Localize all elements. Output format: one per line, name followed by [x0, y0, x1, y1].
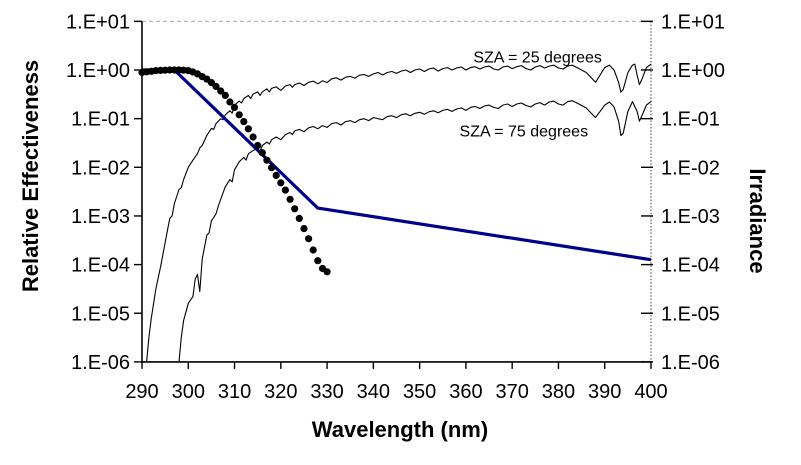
series-marker-point: [244, 125, 252, 133]
series-marker-point: [300, 225, 308, 233]
y-axis-left-tick-label: 1.E-06: [71, 352, 130, 374]
y-axis-left-tick-label: 1.E-03: [71, 206, 130, 228]
x-axis-tick-label: 370: [495, 381, 528, 403]
right-axis-title: Irradiance: [745, 168, 770, 274]
series-marker-point: [291, 205, 299, 213]
x-axis-tick-label: 330: [310, 381, 343, 403]
series-marker-point: [295, 214, 303, 222]
y-axis-right-tick-label: 1.E+00: [661, 60, 725, 82]
series-marker-point: [323, 268, 331, 276]
series-marker-point: [240, 118, 248, 126]
y-axis-right-tick-label: 1.E-02: [661, 157, 720, 179]
series-marker-point: [235, 111, 243, 119]
series-marker-point: [226, 98, 234, 106]
series-marker-point: [268, 164, 276, 172]
series-marker-point: [272, 171, 280, 179]
y-axis-left-tick-label: 1.E-02: [71, 157, 130, 179]
series-irradiance-sza-75: [178, 100, 652, 362]
y-axis-right-tick-label: 1.E-01: [661, 109, 720, 131]
y-axis-right-tick-label: 1.E+01: [661, 11, 725, 33]
series-marker-point: [309, 246, 317, 254]
y-axis-right-tick-label: 1.E-05: [661, 303, 720, 325]
y-axis-left-tick-label: 1.E+00: [66, 60, 130, 82]
series-marker-point: [277, 179, 285, 187]
x-axis-tick-label: 340: [357, 381, 390, 403]
x-axis-tick-label: 400: [634, 381, 667, 403]
y-axis-left-tick-label: 1.E+01: [66, 11, 130, 33]
x-axis-tick-label: 310: [218, 381, 251, 403]
y-axis-left-tick-label: 1.E-05: [71, 303, 130, 325]
y-axis-left-tick-label: 1.E-01: [71, 109, 130, 131]
left-axis-title: Relative Effectiveness: [18, 59, 43, 293]
x-axis-tick-label: 300: [172, 381, 205, 403]
y-axis-right-tick-label: 1.E-03: [661, 206, 720, 228]
y-axis-left-tick-label: 1.E-04: [71, 255, 130, 277]
x-axis-tick-label: 380: [542, 381, 575, 403]
y-axis-right-tick-label: 1.E-06: [661, 352, 720, 374]
x-axis-tick-label: 390: [588, 381, 621, 403]
series-marker-point: [305, 235, 313, 243]
x-axis-tick-label: 350: [403, 381, 436, 403]
series-marker-point: [217, 87, 225, 95]
series-marker-point: [263, 156, 271, 164]
series-marker-point: [258, 149, 266, 157]
series-marker-point: [212, 82, 220, 90]
x-axis-tick-label: 290: [125, 381, 158, 403]
series-marker-point: [249, 133, 257, 141]
series-action-spectrum-line: [142, 68, 652, 262]
series-marker-point: [314, 257, 322, 265]
y-axis-right-tick-label: 1.E-04: [661, 255, 720, 277]
annotation-sza-25: SZA = 25 degrees: [473, 49, 602, 66]
series-marker-point: [221, 91, 229, 99]
x-axis-tick-label: 320: [264, 381, 297, 403]
x-axis-title: Wavelength (nm): [311, 417, 489, 442]
series-marker-point: [230, 103, 239, 111]
series-irradiance-sza-25: [146, 63, 652, 362]
series-marker-point: [286, 195, 294, 203]
x-axis-tick-label: 360: [449, 381, 482, 403]
series-marker-point: [254, 141, 262, 150]
annotation-sza-75: SZA = 75 degrees: [460, 123, 589, 140]
series-marker-point: [281, 186, 289, 194]
